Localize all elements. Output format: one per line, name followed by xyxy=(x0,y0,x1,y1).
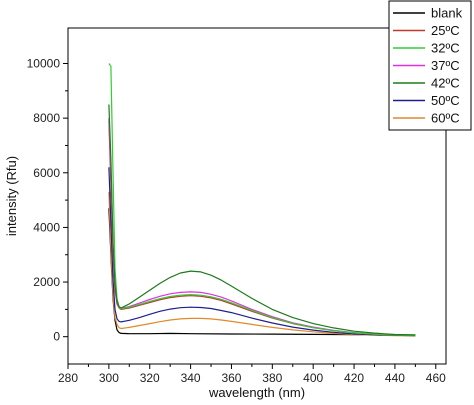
x-axis-title: wavelength (nm) xyxy=(208,385,305,400)
axis-ticks: 280 300 320 340 360 380 400 420 440 460 0 2000 4000 6… xyxy=(27,57,446,385)
plot-frame xyxy=(67,27,447,365)
series-line-3 xyxy=(108,118,416,336)
y-tick-label: 6000 xyxy=(33,166,60,180)
series-line-6 xyxy=(108,191,416,337)
y-tick-label: 10000 xyxy=(27,57,61,71)
series-lines xyxy=(108,63,416,337)
legend-label: 25ºC xyxy=(431,23,460,38)
series-line-2 xyxy=(108,63,416,337)
x-tick-label: 320 xyxy=(140,371,160,385)
x-tick-label: 460 xyxy=(426,371,446,385)
x-tick-label: 340 xyxy=(181,371,201,385)
legend-label: 37ºC xyxy=(431,58,460,73)
x-tick-label: 380 xyxy=(262,371,282,385)
legend-label: 32ºC xyxy=(431,41,460,56)
y-tick-label: 8000 xyxy=(33,111,60,125)
legend-label: 60ºC xyxy=(431,111,460,126)
series-line-5 xyxy=(108,167,416,337)
legend: blank 25ºC 32ºC 37ºC 42ºC 50ºC 60ºC xyxy=(388,0,472,131)
series-line-0 xyxy=(108,208,416,336)
y-tick-label: 2000 xyxy=(33,275,60,289)
y-tick-label: 0 xyxy=(53,330,60,344)
x-tick-label: 280 xyxy=(58,371,78,385)
y-tick-label: 4000 xyxy=(33,220,60,234)
legend-label: 50ºC xyxy=(431,93,460,108)
series-line-4 xyxy=(108,104,416,336)
legend-label: 42ºC xyxy=(431,76,460,91)
x-tick-label: 440 xyxy=(385,371,405,385)
x-tick-label: 360 xyxy=(221,371,241,385)
legend-label: blank xyxy=(431,6,463,21)
x-tick-label: 420 xyxy=(344,371,364,385)
x-tick-label: 300 xyxy=(99,371,119,385)
y-axis-title: intensity (Rfu) xyxy=(4,156,19,236)
x-tick-label: 400 xyxy=(303,371,323,385)
